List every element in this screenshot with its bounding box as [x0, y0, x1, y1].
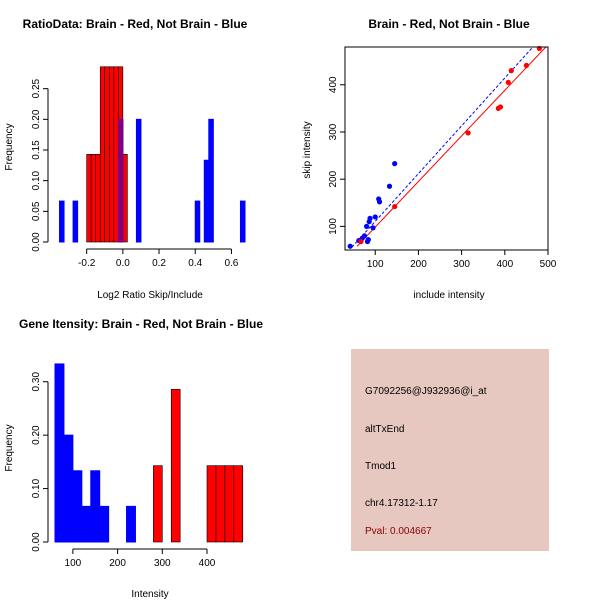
scatter-point-not-brain [363, 223, 370, 229]
intensity-x-tick-label: 300 [154, 558, 171, 569]
scatter-point-brain [465, 130, 471, 136]
intensity-bar-brain [206, 465, 217, 543]
intensity-bar-brain [233, 465, 244, 543]
intensity-y-tick-label: 0.00 [31, 532, 42, 552]
ratio-y-tick-label: 0.00 [31, 232, 42, 252]
intensity-bar-not-brain [72, 470, 83, 543]
scatter-point-brain [508, 68, 514, 74]
scatter-point-not-brain [365, 237, 371, 243]
intensity-bar-not-brain [99, 505, 110, 543]
ratio-bar-not-brain [194, 200, 201, 243]
intensity-bar-not-brain [126, 505, 136, 543]
intensity-x-tick-label: 400 [199, 558, 216, 569]
scatter-point-not-brain [367, 215, 373, 221]
scatter-x-tick-label: 100 [367, 259, 384, 270]
ratio-x-tick-label: 0.0 [116, 258, 130, 269]
intensity-x-axis-label: Intensity [131, 589, 168, 600]
ratio-bar-not-brain [208, 118, 214, 243]
ratio-marks: -0.2 0.0 0.2 0.4 0.6 0.00 0.05 0.10 0.15 0.20 0.25 [31, 66, 246, 269]
intensity-x-tick-label: 100 [65, 558, 82, 569]
scatter-point-brain [358, 238, 364, 245]
intensity-y-tick-label: 0.20 [31, 425, 42, 445]
ratio-x-tick-label: 0.6 [224, 258, 238, 269]
ratio-bar-brain [99, 66, 106, 243]
scatter-y-tick-label: 100 [328, 218, 339, 235]
ratio-y-tick-label: 0.25 [31, 78, 42, 98]
scatter-point-brain [505, 79, 511, 86]
intensity-bar-not-brain [54, 363, 65, 543]
scatter-point-not-brain [347, 243, 353, 249]
intensity-y-axis-label: Frequency [4, 424, 15, 471]
probe-info-panel: G7092256@J932936@i_at altTxEnd Tmod1 chr… [351, 349, 549, 551]
pval-text: Pval: 0.004667 [365, 526, 432, 537]
ratio-y-tick-label: 0.20 [31, 109, 42, 129]
ratio-bar-brain [108, 66, 115, 243]
ratio-bar-not-brain [203, 159, 210, 243]
ratio-bar-brain [86, 154, 92, 243]
scatter-point-not-brain [372, 214, 378, 220]
ratio-bar-not-brain [59, 200, 65, 243]
scatter-point-brain [523, 62, 530, 69]
scatter-plot-frame [344, 46, 549, 251]
scatter-point-brain [497, 104, 504, 110]
ratio-bar-brain [104, 66, 110, 243]
intensity-bar-brain [224, 465, 235, 543]
scatter-y-tick-label: 200 [328, 170, 339, 187]
ratio-x-tick-label: 0.2 [152, 258, 166, 269]
ratio-bar-not-brain [72, 200, 79, 243]
intensity-y-tick-label: 0.30 [31, 372, 42, 392]
scatter-x-tick-label: 500 [540, 259, 557, 270]
scatter-point-not-brain [370, 225, 376, 231]
scatter-marks: 100 200 300 400 500 100 200 300 400 [328, 45, 557, 270]
ratio-y-axis-label: Frequency [4, 123, 15, 170]
event-type: altTxEnd [365, 424, 405, 435]
genomic-location: chr4.17312-1.17 [365, 498, 438, 509]
intensity-bar-brain [153, 465, 163, 543]
intensity-bar-not-brain [63, 434, 74, 543]
ratio-chart-title: RatioData: Brain - Red, Not Brain - Blue [23, 17, 248, 31]
ratio-bar-not-brain [135, 118, 142, 243]
intensity-x-tick-label: 200 [109, 558, 126, 569]
scatter-point-not-brain [386, 183, 393, 189]
ratio-y-tick-label: 0.05 [31, 201, 42, 221]
intensity-y-tick-label: 0.10 [31, 478, 42, 498]
ratio-x-tick-label: 0.4 [188, 258, 202, 269]
scatter-fit-line-brain [356, 46, 547, 247]
scatter-chart-title: Brain - Red, Not Brain - Blue [368, 17, 530, 31]
scatter-panel: Brain - Red, Not Brain - Blue include in… [302, 17, 557, 301]
scatter-x-tick-label: 300 [453, 259, 470, 270]
gene-symbol: Tmod1 [365, 461, 397, 472]
scatter-y-axis-label: skip intensity [302, 121, 313, 178]
ratio-bar-not-brain [239, 200, 246, 243]
ratio-bar-brain [90, 154, 97, 243]
scatter-point-brain [392, 203, 398, 210]
intensity-histogram-panel: Gene Itensity: Brain - Red, Not Brain - … [4, 317, 263, 600]
ratio-x-axis-label: Log2 Ratio Skip/Include [97, 290, 203, 301]
intensity-bar-not-brain [90, 470, 101, 543]
scatter-x-tick-label: 200 [410, 259, 427, 270]
scatter-point-not-brain [361, 233, 368, 239]
intensity-bar-brain [170, 389, 181, 543]
ratio-y-tick-label: 0.15 [31, 140, 42, 160]
scatter-x-axis-label: include intensity [413, 290, 484, 301]
intensity-bar-not-brain [81, 505, 92, 543]
intensity-bar-brain [215, 465, 226, 543]
intensity-marks: 100 200 300 400 0.00 0.10 0.20 0.30 [31, 363, 244, 569]
scatter-point-not-brain [392, 161, 398, 167]
intensity-chart-title: Gene Itensity: Brain - Red, Not Brain - … [19, 317, 263, 331]
ratio-bar-brain [95, 154, 101, 243]
ratio-bar-overlap [117, 118, 124, 243]
scatter-y-tick-label: 400 [328, 76, 339, 93]
ratio-bar-brain [122, 154, 128, 243]
ratio-x-tick-label: -0.2 [78, 258, 96, 269]
ratio-bar-brain [113, 66, 119, 243]
ratio-histogram-panel: RatioData: Brain - Red, Not Brain - Blue… [4, 17, 248, 301]
probe-id: G7092256@J932936@i_at [365, 386, 487, 397]
scatter-fit-line-not-brain [351, 46, 534, 248]
scatter-y-tick-label: 300 [328, 123, 339, 140]
ratio-y-tick-label: 0.10 [31, 170, 42, 190]
scatter-x-tick-label: 400 [496, 259, 513, 270]
scatter-point-not-brain [376, 199, 383, 205]
